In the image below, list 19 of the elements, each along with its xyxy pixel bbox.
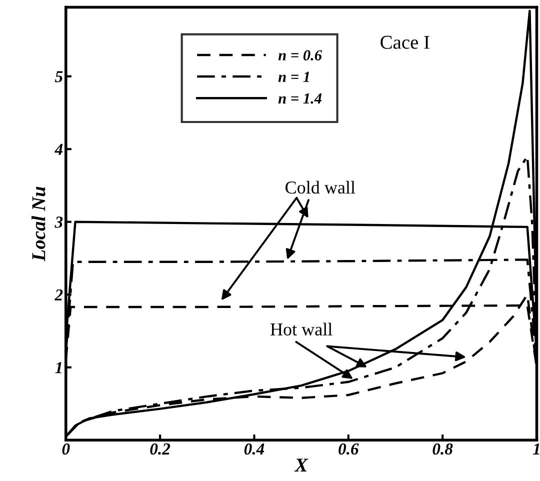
annotation: Hot wall	[270, 322, 332, 336]
y-tick-label: 1	[55, 362, 62, 374]
annotation: Cold wall	[286, 180, 356, 194]
x-tick-label: 0.2	[150, 443, 170, 455]
x-tick-label: 0	[62, 443, 70, 455]
y-tick-label: 4	[54, 144, 63, 155]
x-axis-title: X	[294, 458, 308, 472]
y-tick-label: 2	[54, 289, 63, 300]
y-tick-label: 5	[54, 71, 63, 82]
legend-label: n = 0.6	[278, 50, 322, 61]
legend-label: n = 1.4	[278, 93, 322, 104]
x-tick-label: 0.4	[244, 443, 264, 455]
legend-label: n = 1	[278, 72, 310, 82]
y-axis-title: Local Nu	[32, 186, 46, 262]
text: Cace I	[380, 36, 430, 49]
x-tick-label: 0.6	[338, 443, 359, 455]
y-tick-label: 3	[54, 216, 63, 228]
x-tick-label: 1	[532, 443, 540, 454]
x-tick-label: 0.8	[432, 443, 453, 455]
